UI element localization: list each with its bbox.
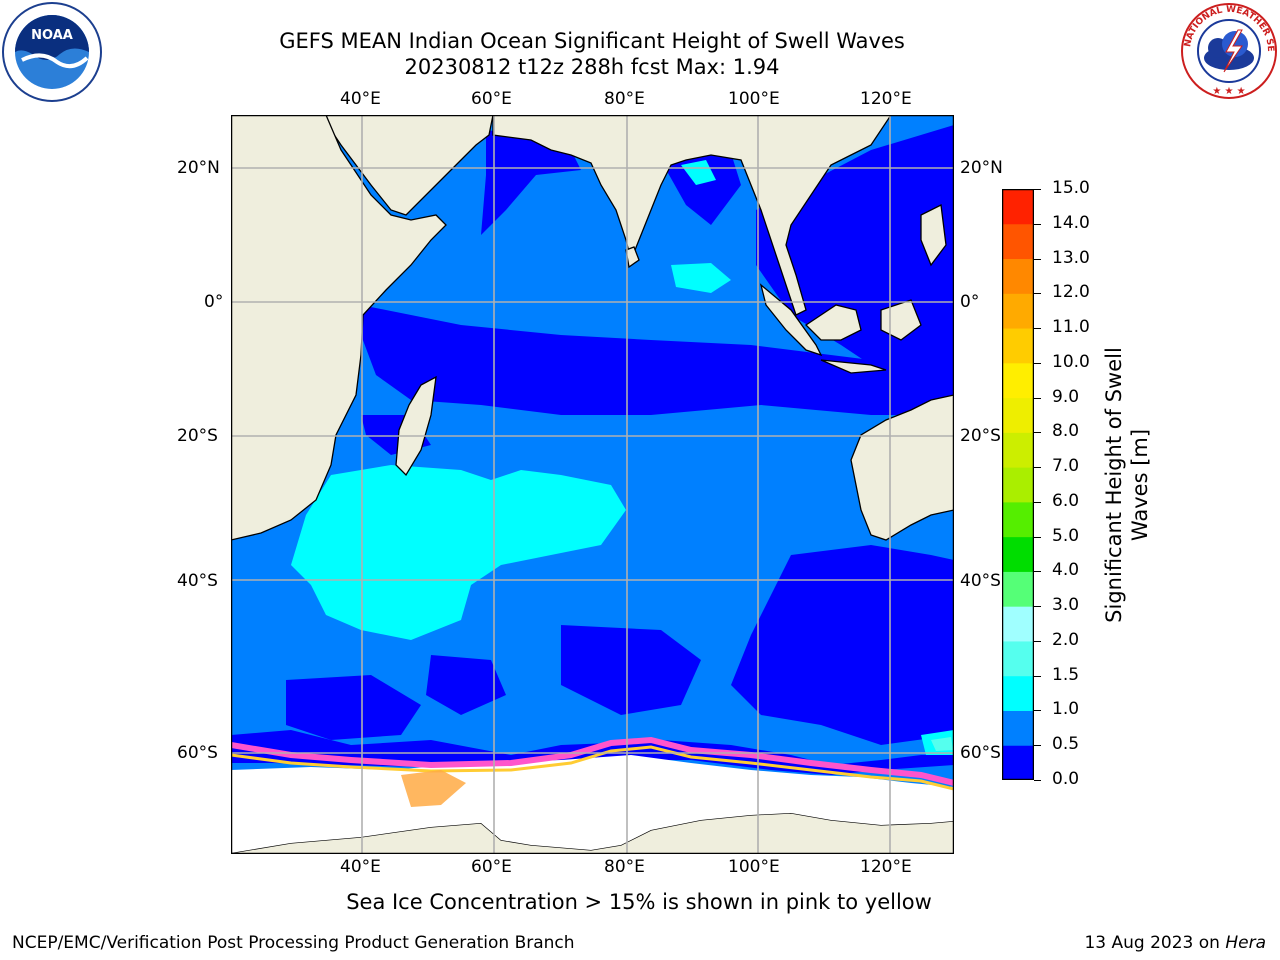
colorbar-segment	[1002, 467, 1034, 503]
colorbar-segment	[1002, 640, 1034, 677]
colorbar-tick-label: 11.0	[1052, 317, 1090, 338]
noaa-logo: NOAA	[2, 2, 102, 102]
colorbar-tick-label: 13.0	[1052, 247, 1090, 268]
colorbar-label: Significant Height of Swell Waves [m]	[1102, 347, 1152, 623]
footer-host: Hera	[1225, 933, 1266, 953]
lon-label-top-60e: 60°E	[471, 89, 512, 109]
lon-label-top-120e: 120°E	[860, 89, 912, 109]
colorbar-segment	[1002, 258, 1034, 294]
colorbar-tick-label: 8.0	[1052, 421, 1080, 442]
colorbar-tick-label: 7.0	[1052, 456, 1080, 477]
colorbar-tick-mark	[1034, 328, 1041, 330]
colorbar-tick-mark	[1034, 467, 1041, 469]
swell-band-15-20	[931, 737, 953, 751]
lat-label-right-20s: 20°S	[960, 426, 1001, 446]
lat-label-left-40s: 40°S	[177, 571, 218, 591]
lon-label-top-80e: 80°E	[604, 89, 645, 109]
ice-patch	[401, 770, 466, 807]
chart-subtitle: 20230812 t12z 288h fcst Max: 1.94	[404, 55, 780, 79]
map-frame	[230, 114, 955, 855]
colorbar-tick-mark	[1034, 675, 1041, 677]
colorbar-segment	[1002, 397, 1034, 433]
colorbar-tick-label: 2.0	[1052, 629, 1080, 650]
swell-map	[230, 114, 955, 855]
colorbar-tick-label: 15.0	[1052, 178, 1090, 198]
ice-edge-pink	[230, 736, 955, 786]
colorbar-tick-mark	[1034, 606, 1041, 608]
colorbar-tick-label: 14.0	[1052, 212, 1090, 233]
colorbar-segment	[1002, 710, 1034, 746]
colorbar-tick-label: 6.0	[1052, 490, 1080, 511]
colorbar-tick-mark	[1034, 432, 1041, 434]
colorbar-svg	[1001, 188, 1035, 781]
colorbar-tick-mark	[1034, 223, 1041, 225]
lon-label-top-100e: 100°E	[728, 89, 780, 109]
lat-label-left-0: 0°	[204, 292, 224, 312]
colorbar-tick-mark	[1034, 362, 1041, 364]
colorbar-tick-mark	[1034, 397, 1041, 399]
colorbar-segment	[1002, 328, 1034, 364]
lat-label-right-40s: 40°S	[960, 571, 1001, 591]
chart-title: GEFS MEAN Indian Ocean Significant Heigh…	[279, 29, 905, 53]
colorbar-tick-label: 10.0	[1052, 351, 1090, 372]
map-svg	[230, 114, 955, 855]
colorbar-tick-mark	[1034, 780, 1041, 781]
colorbar-tick-mark	[1034, 258, 1041, 260]
lon-label-bottom-100e: 100°E	[728, 857, 780, 877]
colorbar-tick-mark	[1034, 536, 1041, 538]
colorbar-tick-mark	[1034, 745, 1041, 747]
colorbar-tick-label: 0.0	[1052, 769, 1080, 789]
noaa-logo-text: NOAA	[31, 28, 73, 43]
colorbar-tick-label: 12.0	[1052, 282, 1090, 303]
ice-edge-yellow	[230, 745, 955, 791]
colorbar-segment	[1002, 571, 1034, 607]
lon-label-bottom-60e: 60°E	[471, 857, 512, 877]
colorbar-tick-label: 1.0	[1052, 699, 1080, 720]
lat-label-right-20n: 20°N	[960, 158, 1003, 178]
colorbar-segment	[1002, 362, 1034, 399]
colorbar-tick-label: 3.0	[1052, 595, 1080, 616]
footer-left: NCEP/EMC/Verification Post Processing Pr…	[12, 933, 575, 953]
lat-label-left-20n: 20°N	[177, 158, 220, 178]
colorbar-tick-mark	[1034, 640, 1041, 642]
svg-text:★ ★ ★: ★ ★ ★	[1212, 86, 1245, 97]
colorbar-segment	[1002, 293, 1034, 329]
colorbar-tick-mark	[1034, 293, 1041, 295]
nws-logo: NATIONAL WEATHER SERVICE ★ ★ ★	[1177, 0, 1278, 100]
lat-label-right-60s: 60°S	[960, 743, 1001, 763]
lon-label-bottom-80e: 80°E	[604, 857, 645, 877]
colorbar-segment	[1002, 501, 1034, 538]
colorbar-segment	[1002, 536, 1034, 572]
colorbar-segment	[1002, 675, 1034, 711]
colorbar-segment	[1002, 745, 1034, 781]
colorbar-tick-label: 4.0	[1052, 560, 1080, 581]
colorbar	[1001, 188, 1035, 781]
colorbar-tick-label: 9.0	[1052, 386, 1080, 407]
sea-ice-caption: Sea Ice Concentration > 15% is shown in …	[346, 890, 932, 914]
lon-label-bottom-120e: 120°E	[860, 857, 912, 877]
colorbar-tick-mark	[1034, 189, 1041, 190]
colorbar-tick-mark	[1034, 710, 1041, 712]
colorbar-tick-label: 0.5	[1052, 734, 1080, 755]
lat-label-left-20s: 20°S	[177, 426, 218, 446]
lon-label-bottom-40e: 40°E	[340, 857, 381, 877]
footer-date: 13 Aug 2023 on	[1084, 933, 1226, 953]
colorbar-segment	[1002, 606, 1034, 642]
footer-right: 13 Aug 2023 on Hera	[1084, 933, 1266, 953]
colorbar-segment	[1002, 223, 1034, 260]
colorbar-segment	[1002, 189, 1034, 225]
colorbar-frame	[1001, 188, 1035, 781]
lon-label-top-40e: 40°E	[340, 89, 381, 109]
colorbar-tick-mark	[1034, 571, 1041, 573]
colorbar-segment	[1002, 432, 1034, 468]
colorbar-tick-label: 1.5	[1052, 664, 1080, 685]
lat-label-left-60s: 60°S	[177, 743, 218, 763]
lat-label-right-0: 0°	[960, 292, 980, 312]
colorbar-tick-label: 5.0	[1052, 525, 1080, 546]
colorbar-tick-mark	[1034, 501, 1041, 503]
graticule	[231, 115, 954, 854]
